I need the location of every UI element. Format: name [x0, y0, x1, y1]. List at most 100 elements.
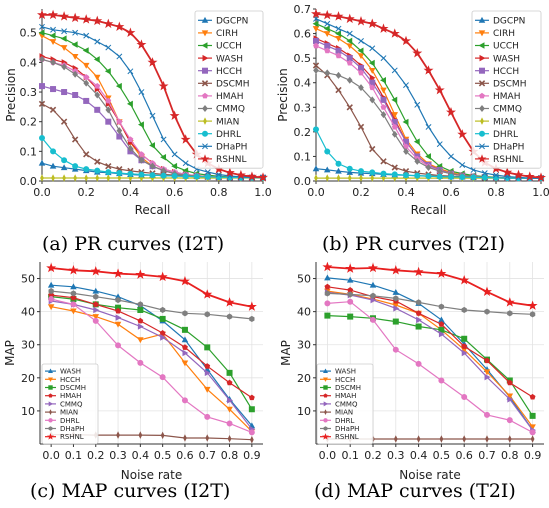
data-point-dhrl — [116, 169, 123, 176]
y-tick-label: 50 — [297, 273, 311, 286]
data-point-cmmq — [380, 111, 387, 119]
data-point-hcch — [137, 337, 144, 344]
data-point-dhrl — [447, 173, 454, 180]
data-point-cmmq — [370, 296, 377, 304]
data-point-dhaph — [204, 169, 211, 176]
legend-item-wash: WASH — [475, 54, 520, 64]
legend-item-rshnl: RSHNL — [198, 154, 246, 165]
x-tick-label: 0.8 — [210, 186, 228, 199]
data-point-dhaph — [393, 295, 399, 302]
data-point-dscmh — [60, 118, 68, 125]
data-point-mian — [117, 174, 122, 182]
data-point-ucch — [126, 100, 133, 108]
x-tick-label: 0.3 — [109, 449, 127, 462]
data-point-rshnl — [147, 57, 158, 67]
legend-item-dhrl: DHRL — [320, 417, 355, 425]
data-point-wash — [70, 283, 77, 290]
data-point-hmah — [182, 344, 188, 350]
legend-label: WASH — [335, 368, 356, 376]
y-tick-label: 40 — [297, 306, 311, 319]
x-tick-label: 0.9 — [524, 449, 542, 462]
data-point-dhaph — [481, 170, 488, 177]
data-point-dhrl — [529, 429, 536, 436]
data-point-mian — [336, 174, 341, 182]
data-point-mian — [507, 435, 512, 443]
data-point-dhrl — [369, 169, 376, 176]
data-point-hmah — [380, 104, 387, 110]
data-point-wash — [47, 281, 55, 288]
data-point-dhaph — [215, 171, 222, 178]
caption-c: (c) MAP curves (I2T) — [30, 480, 230, 502]
series-line-wash — [51, 284, 253, 427]
x-tick-label: 0.2 — [87, 449, 105, 462]
y-tick-label: 0.3 — [294, 101, 312, 114]
series-dhrl — [39, 134, 266, 181]
data-point-dscmh — [159, 315, 166, 322]
legend-marker — [479, 143, 485, 150]
data-point-dscmh — [312, 62, 320, 69]
data-point-dhaph — [335, 25, 342, 32]
legend-item-hcch: HCCH — [198, 67, 242, 77]
data-point-dscmh — [137, 306, 144, 313]
y-tick-label: 50 — [21, 273, 35, 286]
legend-marker — [479, 105, 485, 112]
legend-marker — [323, 393, 328, 398]
data-point-dhaph — [346, 30, 353, 37]
x-tick-label: 0.8 — [221, 449, 239, 462]
data-point-dhrl — [335, 160, 342, 167]
caption-d: (d) MAP curves (T2I) — [314, 480, 516, 502]
y-tick-label: 0.5 — [294, 52, 312, 65]
data-point-mian — [530, 435, 535, 443]
data-point-hcch — [47, 304, 55, 311]
x-tick-label: 0.4 — [132, 449, 150, 462]
legend-label: DSCMH — [60, 384, 86, 392]
data-point-rshnl — [68, 265, 79, 275]
series-rshnl — [322, 261, 538, 310]
legend-label: CMMQ — [493, 105, 522, 115]
data-point-rshnl — [459, 274, 470, 285]
data-point-mian — [370, 174, 375, 182]
data-point-hmah — [94, 83, 101, 89]
legend-marker — [202, 54, 209, 62]
legend-item-cmmq: CMMQ — [45, 400, 83, 408]
data-point-hmah — [116, 118, 123, 125]
legend-box — [471, 10, 542, 169]
data-point-cirh — [49, 39, 57, 46]
data-point-cmmq — [115, 314, 122, 321]
data-point-mian — [73, 174, 78, 182]
data-point-dhaph — [137, 301, 144, 308]
x-tick-label: 0.5 — [154, 449, 172, 462]
data-point-dhrl — [83, 166, 90, 173]
data-point-dhrl — [392, 346, 399, 353]
legend-item-cirh: CIRH — [198, 29, 238, 39]
data-point-dhrl — [436, 173, 443, 180]
legend-marker — [479, 54, 486, 62]
legend-marker — [48, 377, 53, 382]
data-point-dhaph — [204, 311, 210, 318]
legend-item-mian: MIAN — [198, 117, 239, 127]
legend-item-dhaph: DHaPH — [198, 143, 247, 153]
data-point-ucch — [160, 153, 167, 161]
legend-item-wash: WASH — [320, 368, 356, 376]
data-point-dhrl — [415, 360, 422, 367]
legend-marker — [323, 426, 328, 431]
legend-item-cmmq: CMMQ — [475, 105, 522, 115]
data-point-wash — [92, 287, 100, 294]
data-point-cmmq — [83, 79, 90, 87]
data-point-cmmq — [72, 70, 79, 78]
legend-item-mian: MIAN — [45, 409, 78, 417]
data-point-dhaph — [369, 45, 376, 52]
data-point-cmmq — [105, 106, 112, 114]
legend-label: RSHNL — [335, 433, 359, 441]
data-point-rshnl — [179, 275, 190, 286]
legend-label: HCCH — [60, 376, 80, 384]
data-point-dscmh — [380, 158, 387, 165]
data-point-rshnl — [37, 9, 47, 20]
data-point-dhrl — [483, 411, 490, 418]
legend-marker — [48, 393, 53, 398]
legend-label: DHaPH — [493, 143, 524, 153]
caption-a: (a) PR curves (I2T) — [42, 233, 224, 255]
data-point-cmmq — [438, 330, 445, 338]
x-tick-label: 0.0 — [319, 449, 337, 462]
data-point-cmmq — [369, 96, 376, 104]
